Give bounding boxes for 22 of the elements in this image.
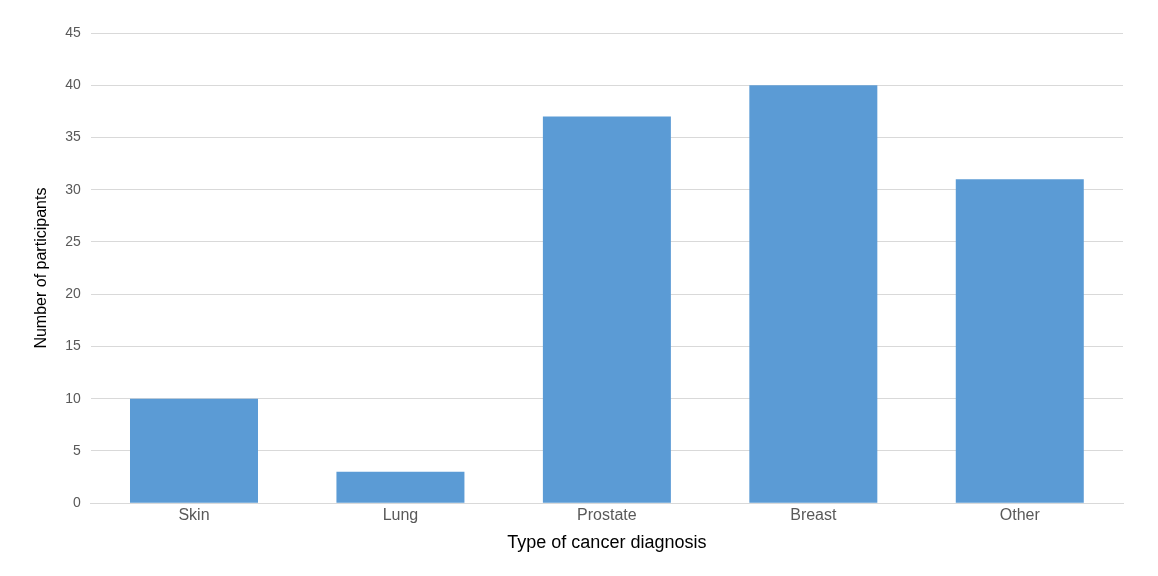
y-tick-label: 35 <box>65 128 81 145</box>
x-tick-label: Skin <box>178 506 210 524</box>
bar <box>955 179 1084 503</box>
x-axis-title: Type of cancer diagnosis <box>507 532 707 553</box>
bar <box>130 398 258 503</box>
y-tick-label: 20 <box>65 285 81 302</box>
bar <box>749 85 878 503</box>
x-tick-label: Other <box>999 506 1041 524</box>
bar <box>542 116 671 503</box>
x-tick-label: Prostate <box>577 506 637 524</box>
y-tick-label: 5 <box>72 441 81 458</box>
y-tick-label: 10 <box>65 389 81 406</box>
y-tick-label: 30 <box>65 180 81 197</box>
bar <box>336 471 465 503</box>
y-axis-title: Number of participants <box>32 187 50 349</box>
y-tick-label: 45 <box>65 23 81 40</box>
y-tick-label: 15 <box>65 337 81 354</box>
x-tick-label: Breast <box>790 506 837 524</box>
y-tick-label: 25 <box>65 232 81 249</box>
x-tick-label: Lung <box>382 506 419 524</box>
y-tick-label: 40 <box>65 76 81 93</box>
y-tick-label: 0 <box>72 494 81 511</box>
